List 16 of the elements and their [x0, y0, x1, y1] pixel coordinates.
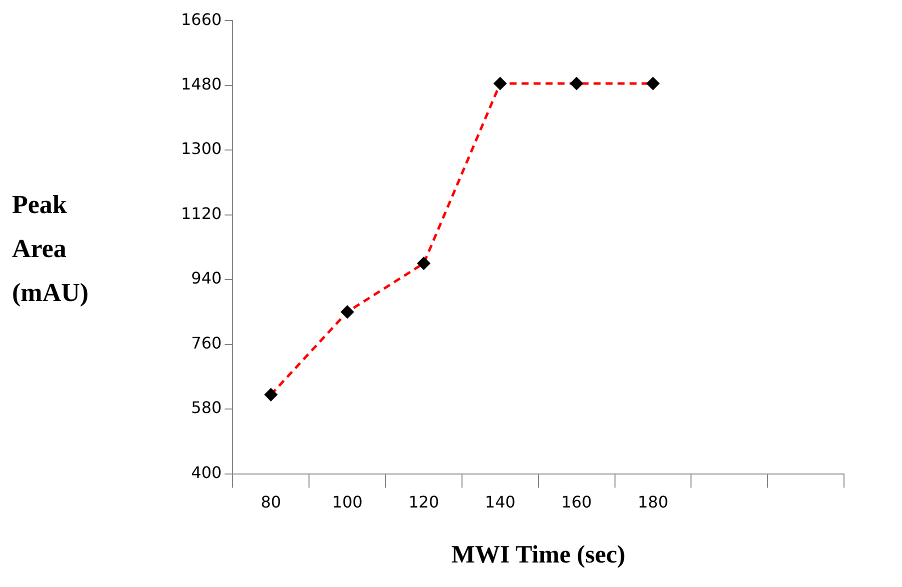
x-tick-label: 120	[408, 492, 440, 512]
x-tick-label: 160	[561, 492, 592, 512]
x-axis-title: MWI Time (sec)	[451, 541, 626, 568]
x-tick-label: 100	[332, 492, 363, 512]
y-tick-label: 1300	[181, 139, 222, 158]
y-tick-label: 1480	[181, 74, 222, 94]
y-axis-title: Peak Area (mAU)	[12, 189, 90, 309]
y-tick-label: 760	[191, 333, 222, 352]
y-tick-label: 580	[191, 398, 222, 418]
x-tick-label: 140	[484, 492, 516, 512]
x-tick-label: 180	[638, 492, 668, 512]
x-tick-label: 80	[260, 492, 282, 512]
y-tick-label: 400	[191, 462, 222, 482]
y-tick-label: 1120	[181, 204, 222, 223]
y-tick-label: 1660	[181, 10, 222, 29]
y-tick-label: 940	[191, 268, 222, 288]
